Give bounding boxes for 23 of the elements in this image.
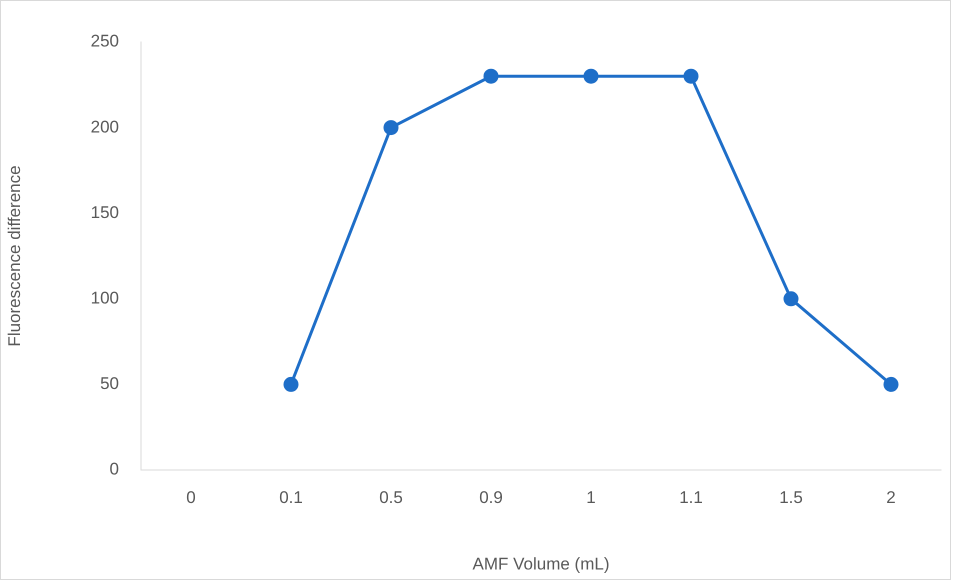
y-tick-label: 200	[90, 117, 119, 136]
x-tick-label: 1.5	[779, 488, 803, 507]
x-tick-label: 0.9	[479, 488, 503, 507]
y-tick-label: 50	[100, 374, 119, 394]
x-tick-label: 0.5	[379, 488, 403, 507]
point	[684, 68, 698, 84]
x-tick-label: 1	[586, 488, 596, 507]
point	[284, 376, 298, 392]
x-tick-label: 0	[186, 488, 196, 507]
point	[584, 68, 598, 84]
x-tick-label: 2	[886, 488, 896, 507]
x-tick-label: 0.1	[279, 488, 303, 507]
y-tick-label: 150	[90, 202, 119, 222]
y-axis-title: Fluorescence difference	[4, 165, 24, 347]
point	[384, 120, 398, 136]
point	[784, 291, 798, 306]
y-tick-label: 100	[90, 288, 119, 308]
x-tick-label: 1.1	[679, 488, 703, 507]
point	[484, 68, 498, 84]
y-tick-label: 250	[90, 32, 119, 51]
point	[884, 376, 898, 392]
x-axis-title: AMF Volume (mL)	[472, 554, 610, 574]
y-tick-label: 0	[110, 460, 119, 479]
